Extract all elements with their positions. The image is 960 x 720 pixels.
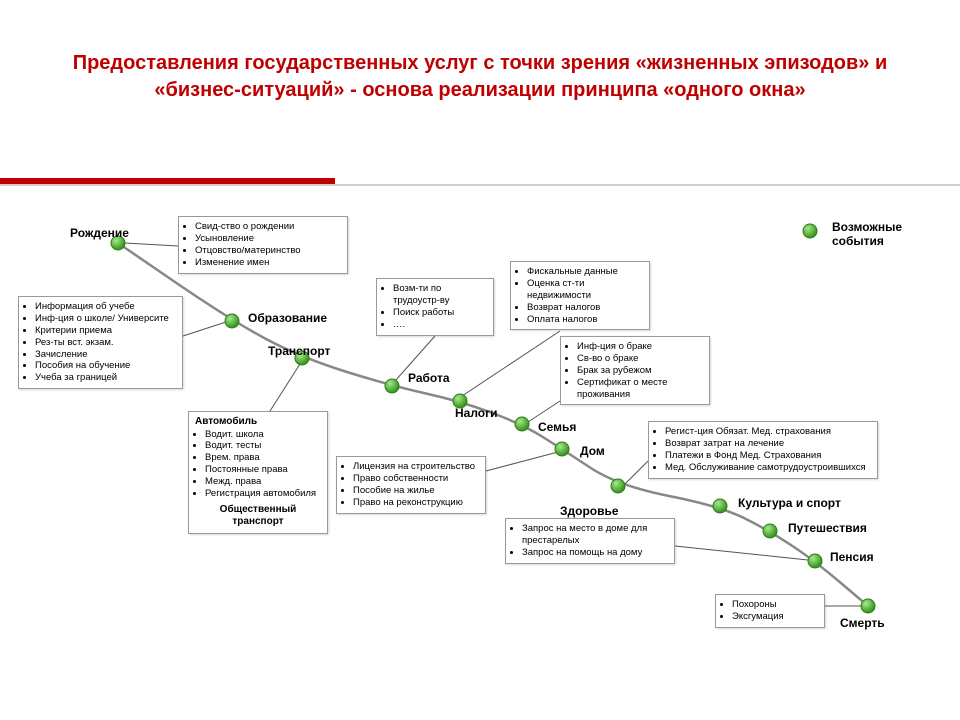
box-item: Возм-ти по трудоустр-ву [393, 283, 487, 307]
node-label-edu: Образование [248, 311, 327, 325]
node-label-family: Семья [538, 420, 576, 434]
node-culture [713, 499, 728, 514]
box-list: ПохороныЭксгумация [720, 599, 818, 623]
box-item: Право на реконструкцию [353, 497, 479, 509]
node-label-death: Смерть [840, 616, 885, 630]
box-item: Водит. тесты [205, 440, 321, 452]
box-item: Оценка ст-ти недвижимости [527, 278, 643, 302]
box-list: Лицензия на строительствоПраво собственн… [341, 461, 479, 509]
box-item: Межд. права [205, 476, 321, 488]
node-label-birth: Рождение [70, 226, 129, 240]
box-list: Инф-ция о бракеСв-во о бракеБрак за рубе… [565, 341, 703, 400]
node-label-work: Работа [408, 371, 450, 385]
node-work [385, 379, 400, 394]
box-list: Свид-ство о рожденииУсыновлениеОтцовство… [183, 221, 341, 269]
page-title: Предоставления государственных услуг с т… [60, 50, 900, 104]
node-label-tax: Налоги [455, 406, 498, 420]
box-item: Сертификат о месте проживания [577, 377, 703, 401]
box-item: Регист-ция Обязат. Мед. страхования [665, 426, 871, 438]
box-item: Водит. школа [205, 429, 321, 441]
box-item: Запрос на место в доме для престарелых [522, 523, 668, 547]
box-item: Св-во о браке [577, 353, 703, 365]
node-home [555, 442, 570, 457]
box-death-box: ПохороныЭксгумация [715, 594, 825, 628]
box-edu-box: Информация об учебеИнф-ция о школе/ Унив… [18, 296, 183, 389]
box-item: Платежи в Фонд Мед. Страхования [665, 450, 871, 462]
box-list: Запрос на место в доме для престарелыхЗа… [510, 523, 668, 559]
connector-pension-box [675, 546, 808, 560]
box-item: Информация об учебе [35, 301, 176, 313]
box-footer: Общественный транспорт [193, 504, 321, 529]
box-item: Возврат налогов [527, 302, 643, 314]
box-item: Пособия на обучение [35, 360, 176, 372]
diagram-canvas: Рождение Образование Транспорт Работа Налоги… [0, 186, 960, 720]
node-label-transport: Транспорт [268, 344, 330, 358]
box-list: Информация об учебеИнф-ция о школе/ Унив… [23, 301, 176, 384]
box-health-box: Регист-ция Обязат. Мед. страхованияВозвр… [648, 421, 878, 479]
legend-label: Возможные события [832, 220, 922, 248]
box-item: Похороны [732, 599, 818, 611]
connector-transport-box [270, 364, 300, 411]
box-item: Регистрация автомобиля [205, 488, 321, 500]
box-birth-box: Свид-ство о рожденииУсыновлениеОтцовство… [178, 216, 348, 274]
node-death [861, 599, 876, 614]
box-item: Поиск работы [393, 307, 487, 319]
node-label-pension: Пенсия [830, 550, 874, 564]
box-item: Лицензия на строительство [353, 461, 479, 473]
box-item: Постоянные права [205, 464, 321, 476]
box-item: Эксгумация [732, 611, 818, 623]
box-item: Запрос на помощь на дому [522, 547, 668, 559]
box-item: Инф-ция о браке [577, 341, 703, 353]
node-edu [225, 314, 240, 329]
box-transport-box: АвтомобильВодит. школаВодит. тестыВрем. … [188, 411, 328, 534]
box-item: Право собственности [353, 473, 479, 485]
box-item: Отцовство/материнство [195, 245, 341, 257]
box-tax-box: Фискальные данныеОценка ст-ти недвижимос… [510, 261, 650, 330]
box-item: Пособие на жилье [353, 485, 479, 497]
node-travel [763, 524, 778, 539]
box-family-box: Инф-ция о бракеСв-во о бракеБрак за рубе… [560, 336, 710, 405]
box-item: Мед. Обслуживание самотрудоустроившихся [665, 462, 871, 474]
box-item: Критерии приема [35, 325, 176, 337]
node-label-culture: Культура и спорт [738, 496, 841, 510]
box-item: Оплата налогов [527, 314, 643, 326]
connector-home-box [486, 452, 558, 471]
connector-family-box [528, 401, 560, 422]
connector-health-box [625, 461, 648, 484]
box-list: Регист-ция Обязат. Мед. страхованияВозвр… [653, 426, 871, 474]
node-health [611, 479, 626, 494]
node-label-home: Дом [580, 444, 605, 458]
box-item: …. [393, 319, 487, 331]
connector-birth-box [125, 243, 178, 246]
box-list: Водит. школаВодит. тестыВрем. праваПосто… [193, 429, 321, 500]
box-item: Врем. права [205, 452, 321, 464]
box-item: Фискальные данные [527, 266, 643, 278]
box-item: Рез-ты вст. экзам. [35, 337, 176, 349]
legend-node [803, 224, 818, 239]
box-item: Инф-ция о школе/ Университе [35, 313, 176, 325]
box-pension-box: Запрос на место в доме для престарелыхЗа… [505, 518, 675, 564]
box-work-box: Возм-ти по трудоустр-вуПоиск работы…. [376, 278, 494, 336]
box-item: Учеба за границей [35, 372, 176, 384]
node-label-health: Здоровье [560, 504, 619, 518]
box-item: Брак за рубежом [577, 365, 703, 377]
box-list: Фискальные данныеОценка ст-ти недвижимос… [515, 266, 643, 325]
node-pension [808, 554, 823, 569]
box-item: Зачисление [35, 349, 176, 361]
box-item: Усыновление [195, 233, 341, 245]
box-item: Возврат затрат на лечение [665, 438, 871, 450]
box-header: Автомобиль [193, 416, 321, 429]
box-home-box: Лицензия на строительствоПраво собственн… [336, 456, 486, 514]
box-item: Свид-ство о рождении [195, 221, 341, 233]
node-family [515, 417, 530, 432]
node-label-travel: Путешествия [788, 521, 867, 535]
connector-tax-box [462, 331, 560, 396]
connector-edu-box [183, 322, 226, 336]
box-item: Изменение имен [195, 257, 341, 269]
box-list: Возм-ти по трудоустр-вуПоиск работы…. [381, 283, 487, 331]
